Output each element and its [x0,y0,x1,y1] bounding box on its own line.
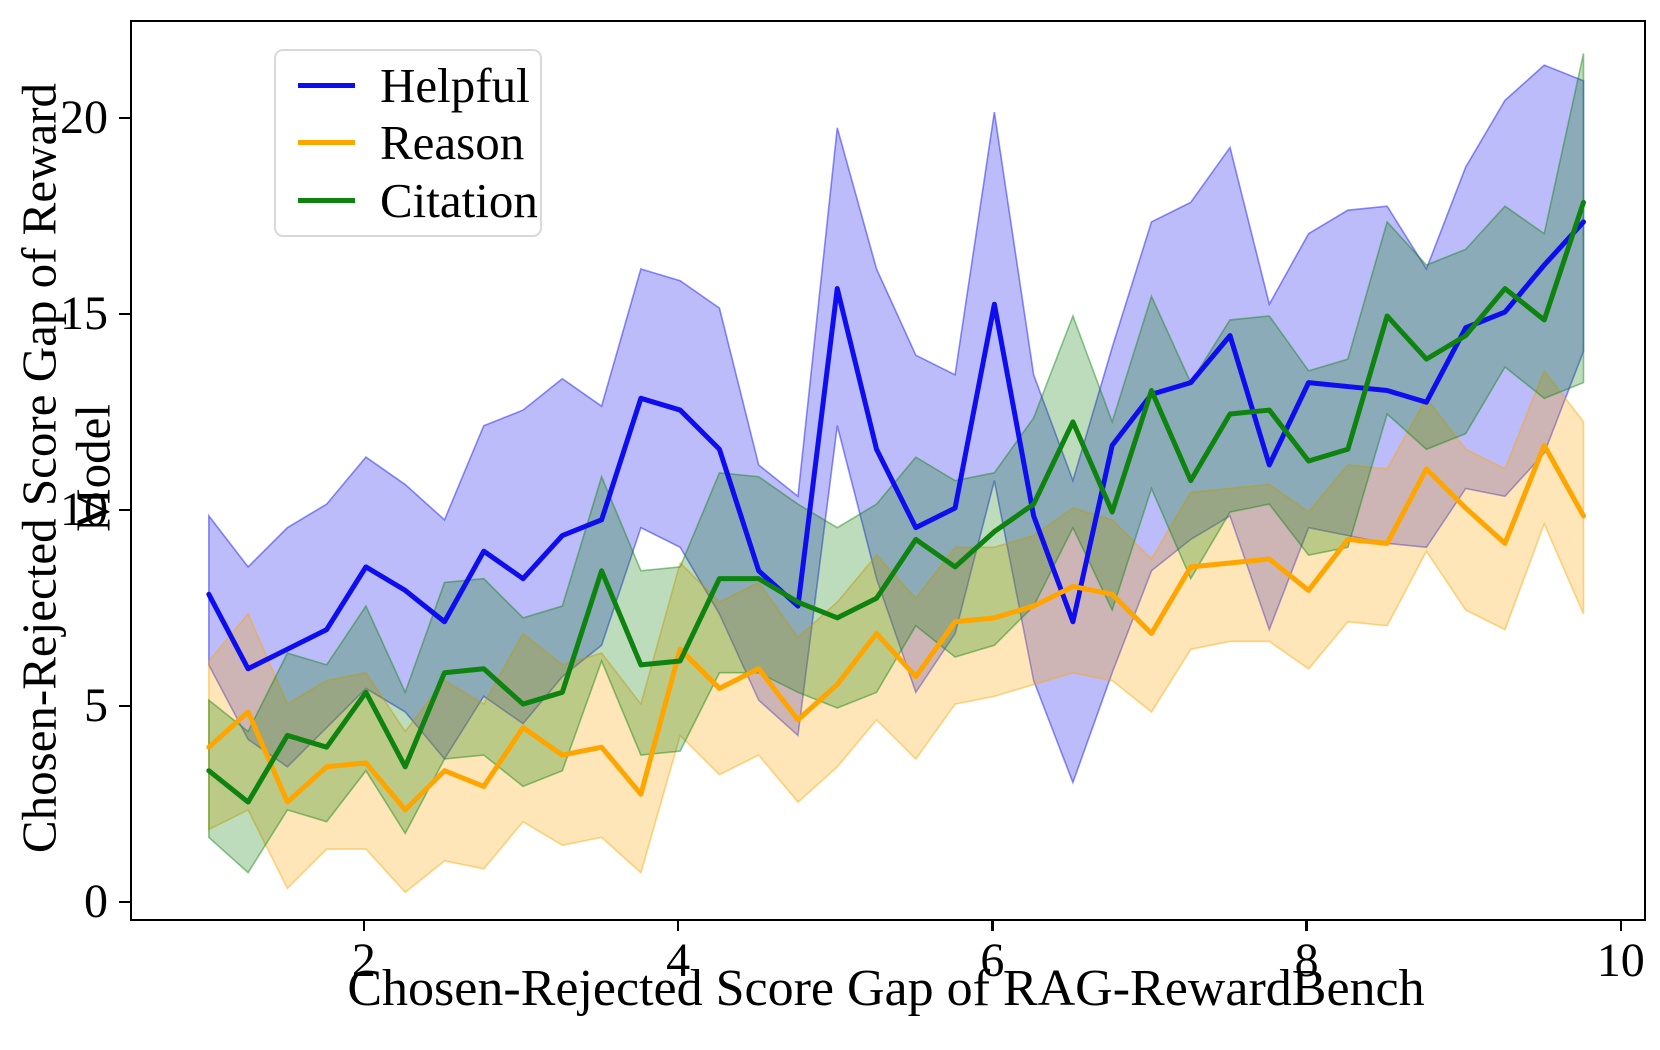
legend-label-helpful: Helpful [380,58,530,114]
y-tick-label: 0 [84,874,108,928]
legend-item-helpful: Helpful [276,61,540,110]
y-tick-label: 5 [84,678,108,732]
x-tick-label: 2 [351,934,376,987]
x-tick-label: 4 [666,934,691,987]
x-axis-label: Chosen-Rejected Score Gap of RAG-RewardB… [347,960,1425,1017]
y-tick-mark [119,704,130,708]
legend: Helpful Reason Citation [274,49,542,237]
chart-svg [206,53,1587,894]
legend-item-citation: Citation [276,176,540,225]
x-tick-mark [676,919,680,931]
helpful-confidence-band [208,64,1585,785]
y-tick-label: 20 [60,90,108,144]
reason-confidence-band [208,369,1585,894]
citation-line [206,199,1587,805]
citation-confidence-band [208,53,1585,874]
x-tick-mark [991,919,994,931]
y-tick-label: 15 [60,286,108,340]
y-tick-mark [119,312,130,316]
y-axis-label: Chosen-Rejected Score Gap of Reward Mode… [11,82,121,854]
legend-label-reason: Reason [380,115,525,171]
plot-area: Helpful Reason Citation [130,20,1646,921]
x-tick-mark [362,919,366,931]
y-tick-mark [119,116,130,120]
x-tick-mark [1305,919,1308,931]
x-tick-label: 8 [1294,934,1319,987]
reason-line-swatch [298,140,355,146]
y-tick-mark [119,508,130,512]
x-tick-label: 6 [980,934,1005,987]
x-tick-mark [1619,919,1623,931]
helpful-line [206,219,1587,672]
citation-line-swatch [298,197,355,203]
legend-label-citation: Citation [380,172,538,228]
reason-line [206,442,1587,813]
y-tick-label: 10 [60,482,108,536]
x-tick-label: 10 [1596,934,1645,987]
y-tick-mark [119,900,130,904]
legend-item-reason: Reason [276,118,540,167]
helpful-line-swatch [298,83,355,89]
